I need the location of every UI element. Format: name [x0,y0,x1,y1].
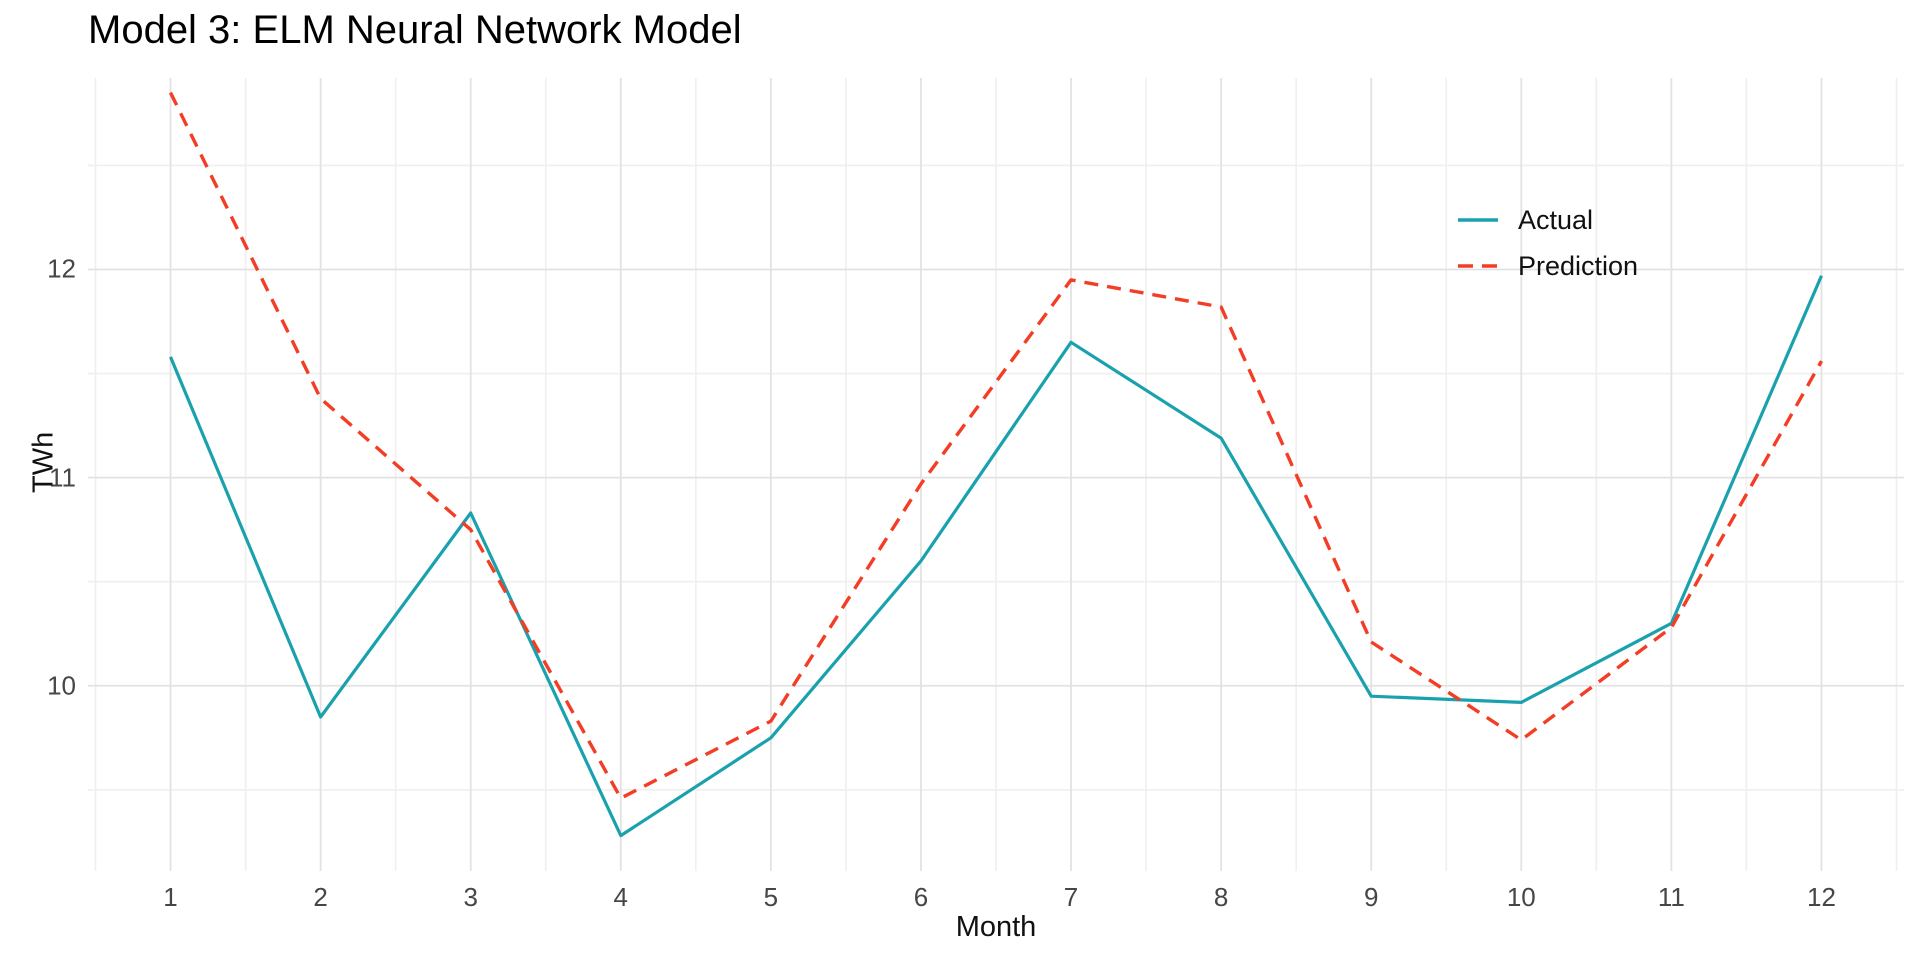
y-tick-label: 11 [49,462,76,493]
x-tick-label: 9 [1363,882,1379,912]
x-tick-label: 3 [463,882,478,912]
x-tick-label: 2 [313,882,328,912]
x-tick-label: 5 [763,882,779,912]
series-line-actual [169,275,1823,838]
y-axis-title: TWh [27,431,60,493]
x-axis-title: Month [955,911,1037,943]
legend-label: Actual [1518,204,1594,235]
legend-key-line [1458,218,1498,222]
y-tick-label: 12 [47,253,76,284]
legend-item-actual: Actual [1458,197,1638,243]
x-tick-label: 7 [1063,882,1079,912]
x-tick-label: 11 [1657,882,1685,912]
legend-item-prediction: Prediction [1458,243,1638,289]
x-tick-label: 1 [163,882,178,912]
legend-key-line [1458,264,1498,268]
series-line-prediction [168,91,1823,800]
legend: Actual Prediction [1458,197,1638,289]
x-tick-label: 4 [613,882,629,912]
legend-label: Prediction [1518,250,1639,281]
x-tick-label: 6 [913,882,929,912]
chart-title: Model 3: ELM Neural Network Model [88,8,742,52]
y-tick-label: 10 [47,670,76,701]
x-tick-label: 8 [1213,882,1229,912]
x-tick-label: 10 [1506,882,1536,912]
x-tick-label: 12 [1806,882,1836,912]
